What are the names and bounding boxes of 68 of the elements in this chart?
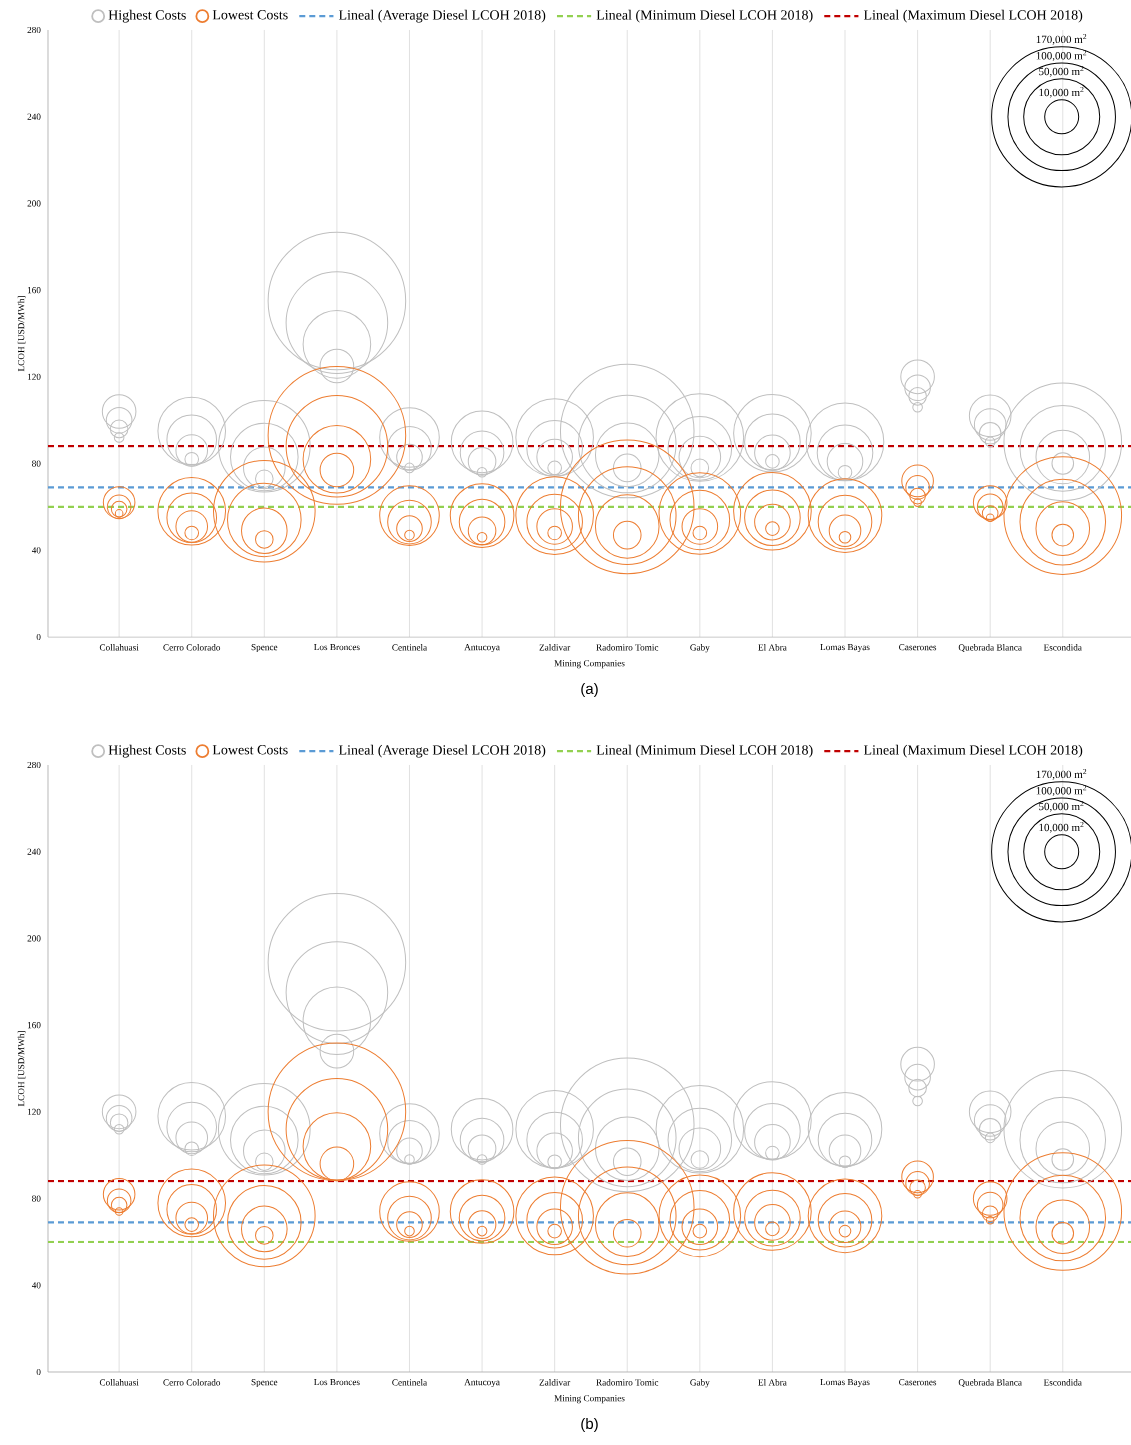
y-tick-label: 240 xyxy=(27,848,41,855)
x-axis-title: Mining Companies xyxy=(554,660,625,669)
legend-label: Lowest Costs xyxy=(212,745,288,755)
x-tick-label: Collahuasi xyxy=(99,1379,139,1386)
y-tick-label: 40 xyxy=(31,547,41,554)
y-tick-label: 200 xyxy=(27,935,41,942)
y-tick-label: 160 xyxy=(27,1022,41,1029)
x-tick-label: Centinela xyxy=(392,1379,427,1386)
text: (a) xyxy=(581,683,598,697)
legend-label: Lineal (Maximum Diesel LCOH 2018) xyxy=(863,9,1083,23)
legend-label: Lowest Costs xyxy=(212,10,288,20)
y-tick-label: 200 xyxy=(27,200,41,207)
x-tick-label: Escondida xyxy=(1043,644,1082,651)
legend-label: Lineal (Average Diesel LCOH 2018) xyxy=(338,9,546,23)
y-tick-label: 0 xyxy=(36,633,41,641)
y-tick-label: 280 xyxy=(27,26,41,34)
x-tick-label: Quebrada Blanca xyxy=(958,1379,1022,1387)
x-tick-label: Los Bronces xyxy=(314,644,360,651)
x-tick-label: Lomas Bayas xyxy=(820,644,870,653)
legend-label: 50,000 m$^{2}$ xyxy=(1039,800,1084,812)
x-tick-label: Caserones xyxy=(899,644,937,651)
y-tick-label: 120 xyxy=(27,373,41,380)
legend-label: 170,000 m$^{2}$ xyxy=(1036,33,1087,45)
x-tick-label: Caserones xyxy=(899,1379,937,1386)
y-axis-title: LCOH [USD/MWh] xyxy=(17,296,26,372)
x-tick-label: Gaby xyxy=(690,1379,710,1388)
text: (b) xyxy=(581,1418,598,1432)
x-tick-label: Radomiro Tomic xyxy=(596,1379,659,1386)
x-tick-label: Lomas Bayas xyxy=(820,1379,870,1388)
x-tick-label: Spence xyxy=(251,644,278,653)
legend-label: 10,000 m$^{2}$ xyxy=(1039,821,1084,833)
y-tick-label: 240 xyxy=(27,113,41,120)
x-tick-label: Escondida xyxy=(1043,1379,1082,1386)
legend-label: 50,000 m$^{2}$ xyxy=(1039,65,1084,77)
legend-label: Highest Costs xyxy=(108,744,186,758)
x-tick-label: Quebrada Blanca xyxy=(958,644,1022,652)
y-axis-title: LCOH [USD/MWh] xyxy=(17,1031,26,1107)
x-tick-label: Cerro Colorado xyxy=(163,1379,221,1386)
legend-label: Lineal (Maximum Diesel LCOH 2018) xyxy=(863,744,1083,758)
x-tick-label: El Abra xyxy=(758,644,787,651)
legend-label: Lineal (Average Diesel LCOH 2018) xyxy=(338,744,546,758)
legend-label: Lineal (Minimum Diesel LCOH 2018) xyxy=(596,9,813,23)
x-tick-label: Spence xyxy=(251,1379,278,1388)
x-tick-label: Centinela xyxy=(392,644,427,651)
x-tick-label: Antucoya xyxy=(464,644,500,653)
y-tick-label: 120 xyxy=(27,1108,41,1115)
legend-label: 10,000 m$^{2}$ xyxy=(1039,86,1084,98)
x-axis-title: Mining Companies xyxy=(554,1395,625,1404)
legend-label: Highest Costs xyxy=(108,9,186,23)
x-tick-label: Radomiro Tomic xyxy=(596,644,659,651)
x-tick-label: Zaldivar xyxy=(539,1379,571,1386)
y-tick-label: 40 xyxy=(31,1282,41,1289)
y-tick-label: 80 xyxy=(32,1195,41,1202)
legend-label: 170,000 m$^{2}$ xyxy=(1036,768,1087,780)
x-tick-label: El Abra xyxy=(758,1379,787,1386)
x-tick-label: Antucoya xyxy=(464,1379,500,1388)
x-tick-label: Gaby xyxy=(690,644,710,653)
x-tick-label: Cerro Colorado xyxy=(163,644,221,651)
legend-label: 100,000 m$^{2}$ xyxy=(1036,785,1087,797)
y-tick-label: 160 xyxy=(27,287,41,294)
y-tick-label: 80 xyxy=(32,460,41,467)
legend-label: Lineal (Minimum Diesel LCOH 2018) xyxy=(596,744,813,758)
legend-label: 100,000 m$^{2}$ xyxy=(1036,50,1087,62)
y-tick-label: 0 xyxy=(36,1368,41,1376)
x-tick-label: Zaldivar xyxy=(539,644,571,651)
x-tick-label: Collahuasi xyxy=(99,644,139,651)
x-tick-label: Los Bronces xyxy=(314,1379,360,1386)
y-tick-label: 280 xyxy=(27,761,41,769)
